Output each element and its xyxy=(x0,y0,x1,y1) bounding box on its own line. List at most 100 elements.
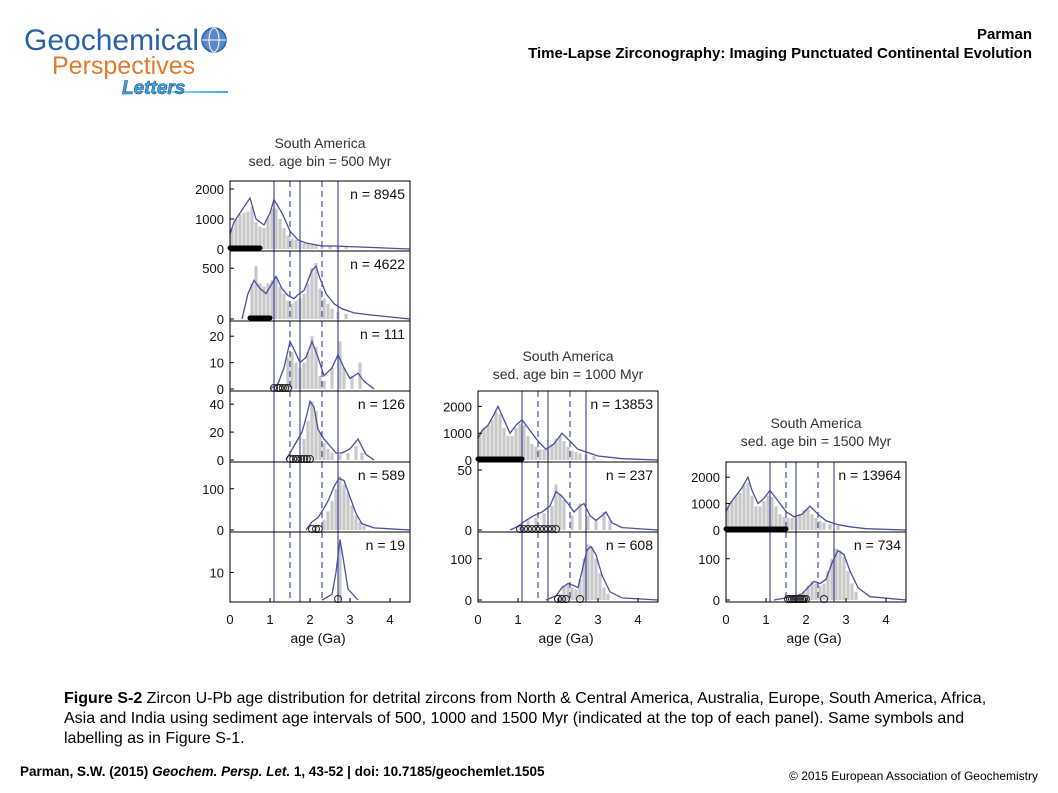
histogram-bar xyxy=(606,593,610,600)
y-tick-label: 0 xyxy=(217,453,224,468)
sample-count-label: n = 608 xyxy=(606,537,653,553)
histogram-bar xyxy=(274,278,278,319)
panel-frame xyxy=(477,531,659,603)
chart-region-title: South America xyxy=(274,135,365,151)
histogram-bar xyxy=(802,510,806,530)
histogram-bar xyxy=(354,515,358,530)
x-tick-label: 2 xyxy=(306,612,313,627)
density-curve xyxy=(725,475,907,531)
y-tick-label: 0 xyxy=(217,523,224,538)
histogram-bar xyxy=(582,558,586,600)
citation-journal: Geochem. Persp. Let. xyxy=(152,764,291,779)
y-tick-label: 2000 xyxy=(691,470,720,485)
density-curve xyxy=(545,545,659,601)
histogram-bar xyxy=(482,427,486,460)
histogram-bar xyxy=(290,238,294,249)
histogram-bar xyxy=(314,525,318,530)
chart-region-title: South America xyxy=(770,415,861,431)
histogram-bar xyxy=(578,453,582,460)
histogram-bar xyxy=(344,246,348,249)
chart-panel: 0 500 n = 4622 xyxy=(202,250,411,327)
histogram-bar xyxy=(282,293,286,319)
histogram-bar xyxy=(566,446,570,460)
y-tick-label: 0 xyxy=(217,312,224,327)
histogram-bar xyxy=(810,514,814,530)
histogram-bar xyxy=(330,308,334,319)
chart-panel: 0 1000 2000 n = 13853 xyxy=(443,390,659,468)
chart-panel: 0 100 n = 608 xyxy=(450,531,659,608)
histogram-bar xyxy=(570,450,574,460)
histogram-bar xyxy=(286,300,290,319)
x-tick-label: 4 xyxy=(386,612,393,627)
density-curve xyxy=(509,490,659,531)
histogram-bar xyxy=(550,443,554,460)
panel-frame xyxy=(229,531,411,603)
histogram-bar xyxy=(578,503,582,530)
histogram-bar xyxy=(254,266,258,319)
x-tick-label: 3 xyxy=(346,612,353,627)
histogram-bar xyxy=(834,548,838,600)
x-tick-label: 0 xyxy=(226,612,233,627)
histogram-bar xyxy=(554,438,558,460)
histogram-bar xyxy=(602,587,606,600)
histogram-bar xyxy=(854,591,858,600)
histogram-bar xyxy=(306,352,310,389)
x-tick-label: 2 xyxy=(802,612,809,627)
histogram-bar xyxy=(562,500,566,530)
histogram-bar xyxy=(566,583,570,600)
histogram-bar xyxy=(258,226,262,249)
histogram-bar xyxy=(518,423,522,460)
histogram-bar xyxy=(360,453,364,460)
histogram-bar xyxy=(806,585,810,600)
y-tick-label: 0 xyxy=(465,593,472,608)
histogram-bar xyxy=(262,228,266,249)
chart-panel: 0 10 20 n = 111 xyxy=(210,320,411,397)
histogram-bar xyxy=(754,506,758,530)
caption-text: Zircon U-Pb age distribution for detrita… xyxy=(64,690,987,747)
histogram-bar xyxy=(502,427,506,460)
histogram-bar xyxy=(522,425,526,460)
histogram-bar xyxy=(258,283,262,319)
histogram-bar xyxy=(490,419,494,460)
x-tick-label: 1 xyxy=(266,612,273,627)
histogram-bar xyxy=(322,298,326,319)
histogram-bar xyxy=(294,362,298,389)
histogram-bar xyxy=(486,425,490,460)
y-tick-label: 20 xyxy=(210,329,224,344)
x-axis-label: age (Ga) xyxy=(538,630,593,646)
density-curve xyxy=(477,404,659,461)
chart-region-title: South America xyxy=(522,348,613,364)
sample-count-label: n = 8945 xyxy=(350,186,405,202)
y-tick-label: 1000 xyxy=(443,426,472,441)
y-tick-label: 0 xyxy=(465,453,472,468)
histogram-bar xyxy=(270,208,274,249)
histogram-bar xyxy=(778,514,782,530)
histogram-bar xyxy=(494,411,498,460)
histogram-bar xyxy=(306,283,310,319)
sample-count-label: n = 111 xyxy=(360,326,405,342)
density-curve xyxy=(269,339,375,390)
histogram-bar xyxy=(254,222,258,249)
histogram-bar xyxy=(302,362,306,389)
citation-prefix: Parman, S.W. (2015) xyxy=(20,764,153,779)
histogram-bar xyxy=(270,280,274,319)
histogram-bar xyxy=(290,303,294,319)
histogram-bar xyxy=(330,367,334,389)
histogram-bar xyxy=(314,411,318,460)
histogram-bar xyxy=(578,579,582,600)
x-tick-label: 0 xyxy=(474,612,481,627)
histogram-bar xyxy=(322,519,326,530)
logo-line-1: Geochemical xyxy=(24,24,199,57)
histogram-bar xyxy=(838,550,842,600)
histogram-bar xyxy=(322,381,326,389)
histogram-bar xyxy=(338,476,342,530)
histogram-bar xyxy=(806,508,810,530)
histogram-bar xyxy=(570,515,574,530)
histogram-bar xyxy=(608,520,612,530)
histogram-bar xyxy=(354,446,358,460)
histogram-bar xyxy=(310,268,314,319)
histogram-bar xyxy=(318,432,322,460)
y-tick-label: 0 xyxy=(217,382,224,397)
histogram-bar xyxy=(330,453,334,460)
histogram-bar xyxy=(602,512,606,530)
